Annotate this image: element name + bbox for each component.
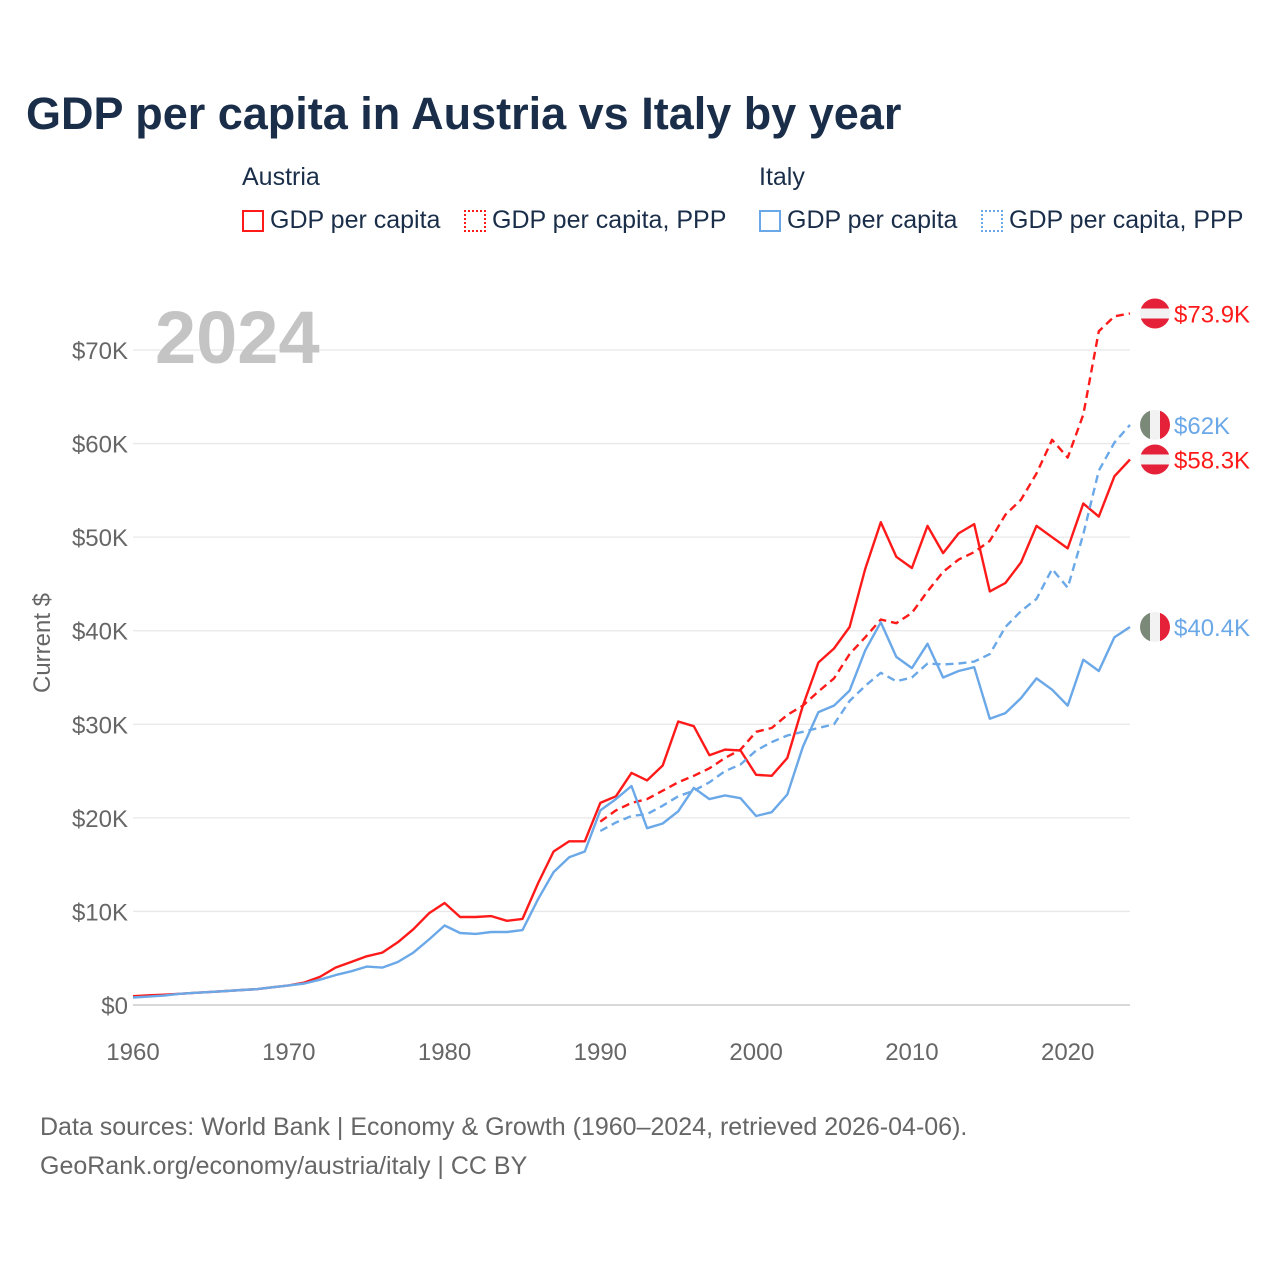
flag-stripe xyxy=(1140,444,1170,455)
italy-flag-icon xyxy=(1140,409,1170,440)
source-line: Data sources: World Bank | Economy & Gro… xyxy=(40,1113,968,1141)
y-axis-label: Current $ xyxy=(29,593,56,693)
legend-italy-gdp[interactable]: GDP per capita xyxy=(759,206,957,235)
flag-stripe xyxy=(1140,464,1170,475)
source-note: Data sources: World Bank | Economy & Gro… xyxy=(40,1108,967,1186)
flag-stripe xyxy=(1140,298,1170,309)
legend-label: GDP per capita xyxy=(270,206,441,234)
x-tick-label: 2000 xyxy=(729,1039,782,1066)
legend-swatch-dotted xyxy=(981,209,1003,232)
flag-stripe xyxy=(1140,318,1170,329)
y-tick-label: $20K xyxy=(72,806,128,833)
x-tick-label: 1990 xyxy=(574,1039,627,1066)
austria-flag-icon xyxy=(1140,298,1170,329)
austria-flag-icon xyxy=(1140,444,1170,475)
y-tick-label: $50K xyxy=(72,525,128,552)
legend-group-italy: Italy xyxy=(759,163,805,191)
y-tick-label: $60K xyxy=(72,432,128,459)
end-value-label: $73.9K xyxy=(1174,302,1250,329)
italy-flag-icon xyxy=(1140,611,1170,642)
flag-stripe xyxy=(1150,409,1160,440)
y-tick-label: $10K xyxy=(72,899,128,926)
x-tick-label: 1970 xyxy=(262,1039,315,1066)
legend-swatch-solid xyxy=(242,209,264,232)
flag-stripe xyxy=(1160,611,1170,642)
end-value-label: $58.3K xyxy=(1174,447,1250,474)
end-value-label: $62K xyxy=(1174,413,1230,440)
x-tick-label: 2010 xyxy=(885,1039,938,1066)
flag-stripe xyxy=(1140,454,1170,465)
y-tick-label: $40K xyxy=(72,619,128,646)
end-value-label: $40.4K xyxy=(1174,615,1250,642)
flag-stripe xyxy=(1140,308,1170,319)
legend-swatch-dotted xyxy=(464,209,486,232)
series-line-italy-gdp-per-capita xyxy=(132,621,1131,999)
series-line-austria-gdp-per-capita xyxy=(132,458,1131,998)
y-tick-label: $70K xyxy=(72,338,128,365)
flag-stripe xyxy=(1160,409,1170,440)
flag-stripe xyxy=(1140,409,1150,440)
year-watermark: 2024 xyxy=(155,296,320,379)
x-tick-label: 2020 xyxy=(1041,1039,1094,1066)
flag-stripe xyxy=(1150,611,1160,642)
y-tick-label: $30K xyxy=(72,712,128,739)
legend-austria-gdp-ppp[interactable]: GDP per capita, PPP xyxy=(464,206,726,235)
x-tick-label: 1980 xyxy=(418,1039,471,1066)
legend-swatch-solid xyxy=(759,209,781,232)
legend-italy-gdp-ppp[interactable]: GDP per capita, PPP xyxy=(981,206,1243,235)
y-tick-label: $0 xyxy=(101,993,128,1020)
legend-label: GDP per capita xyxy=(787,206,958,234)
series-line-italy-gdp-per-capita-ppp xyxy=(599,424,1131,833)
source-link[interactable]: GeoRank.org/economy/austria/italy | CC B… xyxy=(40,1152,528,1180)
chart-title: GDP per capita in Austria vs Italy by ye… xyxy=(26,88,902,139)
legend-label: GDP per capita, PPP xyxy=(1009,206,1244,234)
legend-austria-gdp[interactable]: GDP per capita xyxy=(242,206,440,235)
legend-group-austria: Austria xyxy=(242,163,320,191)
flag-stripe xyxy=(1140,611,1150,642)
x-tick-label: 1960 xyxy=(106,1039,159,1066)
legend-label: GDP per capita, PPP xyxy=(492,206,727,234)
